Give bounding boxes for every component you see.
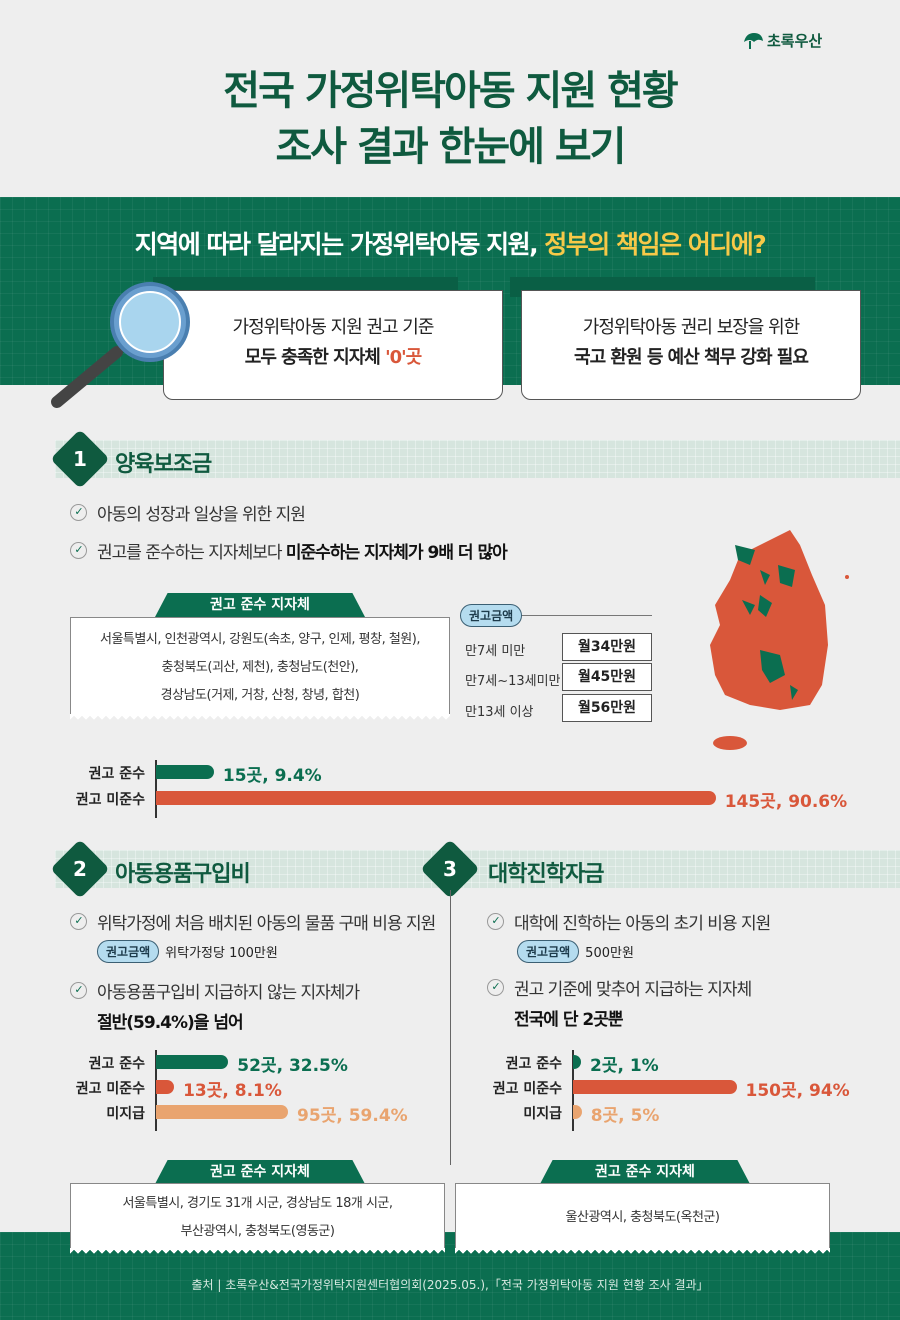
amount-age: 만7세 미만: [465, 644, 526, 659]
source-note: 출처 | 초록우산&전국가정위탁지원센터협의회(2025.05.),「전국 가정…: [191, 1278, 709, 1292]
bar-category-label: 권고 미준수: [75, 792, 145, 808]
check-icon: ✓: [70, 542, 87, 559]
compliant-list-box: 서울특별시, 인천광역시, 강원도(속초, 양구, 인제, 평창, 철원), 충청…: [70, 617, 450, 715]
page-title-line1: 전국 가정위탁아동 지원 현황: [223, 68, 678, 114]
bar-category-label: 권고 준수: [88, 766, 145, 782]
zigzag-edge: [70, 714, 450, 722]
amount-pill: 권고금액: [460, 604, 523, 627]
check-icon: ✓: [70, 504, 87, 521]
bar: [156, 1055, 229, 1069]
bar-value-label: 52곳, 32.5%: [237, 1056, 348, 1076]
compliant-list-box: 서울특별시, 경기도 31개 시군, 경상남도 18개 시군, 부산광역시, 충청…: [70, 1183, 445, 1249]
chart-2: 권고 준수 52곳, 32.5% 권고 미준수 13곳, 8.1% 미지급 95곳, 59…: [0, 1050, 450, 1134]
section-number: 2: [73, 857, 87, 881]
section-number: 1: [73, 447, 87, 471]
bar-category-label: 권고 미준수: [75, 1081, 145, 1097]
section-number: 3: [443, 857, 457, 881]
section-title: 양육보조금: [115, 452, 212, 477]
chart-axis: [572, 1050, 574, 1131]
amount-pill: 권고금액: [517, 940, 580, 963]
bar: [156, 765, 214, 779]
map-jeju: [713, 736, 747, 750]
bar-value-label: 8곳, 5%: [590, 1106, 660, 1126]
column-divider: [450, 890, 451, 1165]
bar-value-label: 15곳, 9.4%: [222, 766, 322, 786]
bar-value-label: 95곳, 59.4%: [297, 1106, 408, 1126]
bar-value-label: 2곳, 1%: [590, 1056, 659, 1076]
bar: [156, 791, 716, 805]
bullet: ✓ 권고를 준수하는 지자체보다 미준수하는 지자체가 9배 더 많아: [70, 538, 508, 563]
zigzag-edge: [455, 1248, 830, 1256]
amount-pill: 권고금액: [97, 940, 160, 963]
bar-category-label: 권고 준수: [505, 1056, 562, 1072]
zigzag-edge: [70, 1248, 445, 1256]
amount-line: 권고금액 500만원: [517, 940, 634, 963]
compliant-tab: 권고 준수 지자체: [155, 1160, 365, 1184]
bullet-bold: 절반(59.4%)을 넘어: [97, 1013, 244, 1033]
bullet: ✓ 위탁가정에 처음 배치된 아동의 물품 구매 비용 지원: [70, 909, 436, 934]
bar-value-label: 145곳, 90.6%: [724, 792, 848, 812]
chart-1: 권고 준수 15곳, 9.4% 권고 미준수 145곳, 90.6%: [0, 760, 900, 818]
bar: [573, 1055, 581, 1069]
chart-axis: [155, 1050, 157, 1131]
compliant-list-box: 울산광역시, 충청북도(옥천군): [455, 1183, 830, 1249]
bullet: ✓ 권고 기준에 맞추어 지급하는 지자체: [487, 975, 752, 1000]
bar: [573, 1105, 582, 1119]
bar-category-label: 권고 준수: [88, 1056, 145, 1072]
section-2-3-header: [55, 850, 900, 888]
section-title: 대학진학자금: [488, 862, 604, 887]
divider: [460, 615, 652, 616]
map-compliant-region: [735, 545, 798, 700]
amount-age: 만13세 이상: [465, 705, 534, 720]
logo: 초록우산: [742, 30, 822, 51]
bar-category-label: 권고 미준수: [492, 1081, 562, 1097]
summary-card-1: 가정위탁아동 지원 권고 기준 모두 충족한 지자체 '0'곳: [163, 290, 503, 400]
chart-axis: [155, 760, 157, 818]
chart-3: 권고 준수 2곳, 1% 권고 미준수 150곳, 94% 미지급 8곳, 5%: [450, 1050, 900, 1134]
umbrella-tree-icon: [744, 32, 763, 49]
compliant-tab: 권고 준수 지자체: [155, 593, 365, 617]
bar: [156, 1080, 175, 1094]
map-noncompliant-region: [710, 530, 828, 710]
bullet: ✓ 아동용품구입비 지급하지 않는 지자체가: [70, 978, 360, 1003]
bar: [573, 1080, 737, 1094]
amount-value: 월45만원: [562, 663, 652, 691]
compliant-tab: 권고 준수 지자체: [540, 1160, 750, 1184]
amount-value: 월56만원: [562, 694, 652, 722]
logo-text: 초록우산: [767, 32, 823, 50]
check-icon: ✓: [70, 982, 87, 999]
page-title-line2: 조사 결과 한눈에 보기: [275, 124, 627, 170]
section-1-header: [55, 440, 900, 478]
bar-value-label: 150곳, 94%: [745, 1081, 850, 1101]
bullet-bold: 전국에 단 2곳뿐: [514, 1010, 624, 1030]
amount-age: 만7세~13세미만: [465, 674, 561, 689]
bullet: ✓ 대학에 진학하는 아동의 초기 비용 지원: [487, 909, 771, 934]
bar: [156, 1105, 289, 1119]
check-icon: ✓: [487, 913, 504, 930]
bar-value-label: 13곳, 8.1%: [183, 1081, 282, 1101]
magnifier-icon: [51, 282, 190, 408]
korea-map: [710, 530, 849, 750]
check-icon: ✓: [70, 913, 87, 930]
bullet: ✓ 아동의 성장과 일상을 위한 지원: [70, 500, 306, 525]
amount-line: 권고금액 위탁가정당 100만원: [97, 940, 278, 963]
check-icon: ✓: [487, 979, 504, 996]
band-question: 지역에 따라 달라지는 가정위탁아동 지원, 정부의 책임은 어디에?: [134, 230, 767, 259]
bar-category-label: 미지급: [523, 1106, 562, 1122]
summary-card-2: 가정위탁아동 권리 보장을 위한 국고 환원 등 예산 책무 강화 필요: [521, 290, 861, 400]
bar-category-label: 미지급: [106, 1106, 145, 1122]
amount-value: 월34만원: [562, 633, 652, 661]
section-title: 아동용품구입비: [115, 862, 251, 887]
